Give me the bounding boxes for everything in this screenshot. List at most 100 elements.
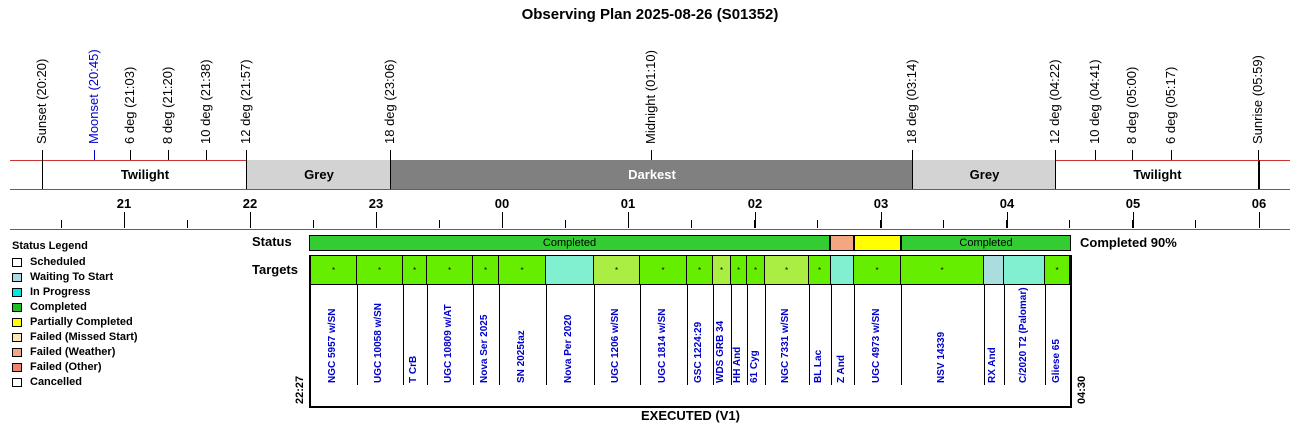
status-summary: Completed 90%: [1080, 235, 1177, 250]
legend-label: Failed (Missed Start): [30, 331, 138, 343]
status-row-label: Status: [252, 234, 292, 249]
event-tick: [94, 150, 95, 160]
target-name[interactable]: Nova Per 2020: [563, 314, 574, 383]
target-name[interactable]: NSV 14339: [936, 331, 947, 383]
target-name[interactable]: SN 2025taz: [516, 330, 527, 383]
target-cell[interactable]: *: [747, 256, 765, 284]
minor-tick: [502, 220, 503, 228]
status-completed-2: Completed: [901, 235, 1071, 251]
target-name[interactable]: UGC 1814 w/SN: [657, 308, 668, 383]
target-marker: *: [697, 265, 702, 275]
legend-item: In Progress: [12, 286, 91, 298]
target-separator: [473, 285, 474, 385]
minor-tick: [1132, 220, 1133, 228]
event-tick: [1171, 150, 1172, 160]
target-cell[interactable]: *: [809, 256, 831, 284]
legend-label: Failed (Other): [30, 361, 102, 373]
legend-item: Partially Completed: [12, 316, 133, 328]
target-name[interactable]: T CrB: [408, 355, 419, 383]
target-cell[interactable]: *: [640, 256, 687, 284]
target-separator: [1004, 285, 1005, 385]
minor-tick: [754, 220, 755, 228]
axis-bottom-line: [10, 229, 1290, 230]
target-marker: *: [661, 265, 665, 275]
target-cell[interactable]: *: [713, 256, 731, 284]
target-cell[interactable]: *: [427, 256, 473, 284]
target-cell[interactable]: *: [1045, 256, 1070, 284]
minor-tick: [439, 220, 440, 228]
band-label: Grey: [969, 167, 1000, 182]
target-separator: [687, 285, 688, 385]
legend-label: Scheduled: [30, 256, 86, 268]
target-separator: [594, 285, 595, 385]
start-time-label: 22:27: [294, 375, 306, 404]
target-cell[interactable]: *: [403, 256, 427, 284]
legend-swatch: [12, 272, 22, 282]
target-cell[interactable]: *: [765, 256, 809, 284]
target-cell[interactable]: *: [357, 256, 403, 284]
target-name[interactable]: UGC 4973 w/SN: [871, 308, 882, 383]
target-cell[interactable]: *: [473, 256, 499, 284]
minor-tick: [124, 220, 125, 228]
target-name[interactable]: WDS GRB 34: [715, 320, 726, 383]
minor-tick: [1195, 220, 1196, 228]
target-cell[interactable]: [1004, 256, 1045, 284]
event-label: 10 deg (04:41): [1087, 59, 1102, 144]
minor-tick: [376, 220, 377, 228]
target-cell[interactable]: *: [731, 256, 747, 284]
status-segment-label: Completed: [542, 237, 597, 249]
target-name[interactable]: UGC 10058 w/SN: [373, 302, 384, 383]
target-name[interactable]: 61 Cyg: [749, 350, 760, 383]
target-name[interactable]: NGC 7331 w/SN: [780, 308, 791, 383]
target-cell[interactable]: *: [311, 256, 357, 284]
band-twilight-morning: Twilight: [1055, 160, 1260, 189]
target-name[interactable]: C/2020 T2 (Palomar): [1018, 287, 1029, 383]
status-partial: [854, 235, 901, 251]
target-separator: [427, 285, 428, 385]
target-marker: *: [875, 265, 879, 275]
minor-tick: [817, 220, 818, 228]
target-separator: [731, 285, 732, 385]
legend-swatch: [12, 257, 22, 267]
target-cell[interactable]: [546, 256, 594, 284]
target-cell[interactable]: *: [901, 256, 984, 284]
target-name[interactable]: NGC 5957 w/SN: [327, 308, 338, 383]
event-label: 10 deg (21:38): [198, 59, 213, 144]
event-tick: [206, 150, 207, 160]
legend-item: Completed: [12, 301, 87, 313]
end-time-label: 04:30: [1076, 375, 1088, 404]
hour-label: 01: [620, 196, 636, 211]
legend-item: Cancelled: [12, 376, 82, 388]
target-cell[interactable]: *: [854, 256, 901, 284]
event-label: 12 deg (21:57): [238, 59, 253, 144]
band-twilight-evening: Twilight: [42, 160, 247, 189]
hour-label: 02: [747, 196, 763, 211]
targets-row-divider: [309, 284, 1072, 285]
target-cell[interactable]: *: [499, 256, 546, 284]
target-marker: *: [784, 265, 789, 275]
legend-swatch: [12, 302, 22, 312]
legend-item: Failed (Other): [12, 361, 102, 373]
event-label: 6 deg (21:03): [122, 66, 137, 144]
target-name[interactable]: Z And: [836, 355, 847, 383]
event-label: 18 deg (03:14): [904, 59, 919, 144]
target-name[interactable]: BL Lac: [813, 349, 824, 383]
target-cell[interactable]: *: [594, 256, 640, 284]
target-name[interactable]: HH And: [732, 346, 743, 383]
band-label: Grey: [304, 167, 334, 182]
status-segment-label: Completed: [959, 237, 1013, 249]
target-name[interactable]: Nova Ser 2025: [479, 314, 490, 383]
target-marker: *: [331, 265, 336, 275]
target-name[interactable]: Gliese 65: [1051, 339, 1062, 383]
target-name[interactable]: GSC 1224:29: [693, 321, 704, 383]
target-separator: [357, 285, 358, 385]
band-label: Darkest: [628, 167, 676, 182]
status-completed-1: Completed: [309, 235, 830, 251]
target-name[interactable]: RX And: [987, 347, 998, 383]
target-name[interactable]: UGC 10809 w/AT: [443, 304, 454, 383]
target-cell[interactable]: *: [687, 256, 713, 284]
target-name[interactable]: UGC 1206 w/SN: [610, 308, 621, 383]
plan-title: Observing Plan 2025-08-26 (S01352): [521, 6, 779, 23]
target-cell[interactable]: [831, 256, 854, 284]
target-cell[interactable]: [984, 256, 1004, 284]
